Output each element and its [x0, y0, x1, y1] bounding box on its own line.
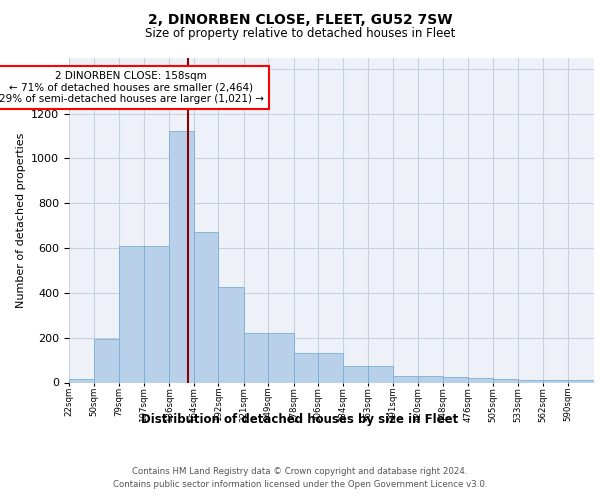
Text: Distribution of detached houses by size in Fleet: Distribution of detached houses by size … [142, 412, 458, 426]
Bar [268, 333, 294, 382]
Y-axis label: Number of detached properties: Number of detached properties [16, 132, 26, 308]
Bar [94, 339, 119, 382]
Bar [368, 366, 393, 382]
Bar [169, 132, 194, 382]
Bar [194, 232, 218, 382]
Bar [119, 246, 143, 382]
Bar [418, 376, 443, 382]
Bar [69, 379, 94, 382]
Bar [319, 354, 343, 382]
Bar [244, 333, 268, 382]
Bar [568, 380, 594, 382]
Bar [294, 354, 319, 382]
Text: 2 DINORBEN CLOSE: 158sqm
← 71% of detached houses are smaller (2,464)
29% of sem: 2 DINORBEN CLOSE: 158sqm ← 71% of detach… [0, 71, 264, 104]
Bar [543, 380, 568, 382]
Bar [493, 379, 518, 382]
Text: Size of property relative to detached houses in Fleet: Size of property relative to detached ho… [145, 28, 455, 40]
Bar [518, 380, 543, 382]
Text: 2, DINORBEN CLOSE, FLEET, GU52 7SW: 2, DINORBEN CLOSE, FLEET, GU52 7SW [148, 12, 452, 26]
Bar [343, 366, 368, 382]
Bar [443, 377, 467, 382]
Bar [467, 378, 493, 382]
Bar [393, 376, 418, 382]
Bar [143, 246, 169, 382]
Bar [218, 287, 244, 382]
Text: Contains HM Land Registry data © Crown copyright and database right 2024.: Contains HM Land Registry data © Crown c… [132, 468, 468, 476]
Text: Contains public sector information licensed under the Open Government Licence v3: Contains public sector information licen… [113, 480, 487, 489]
